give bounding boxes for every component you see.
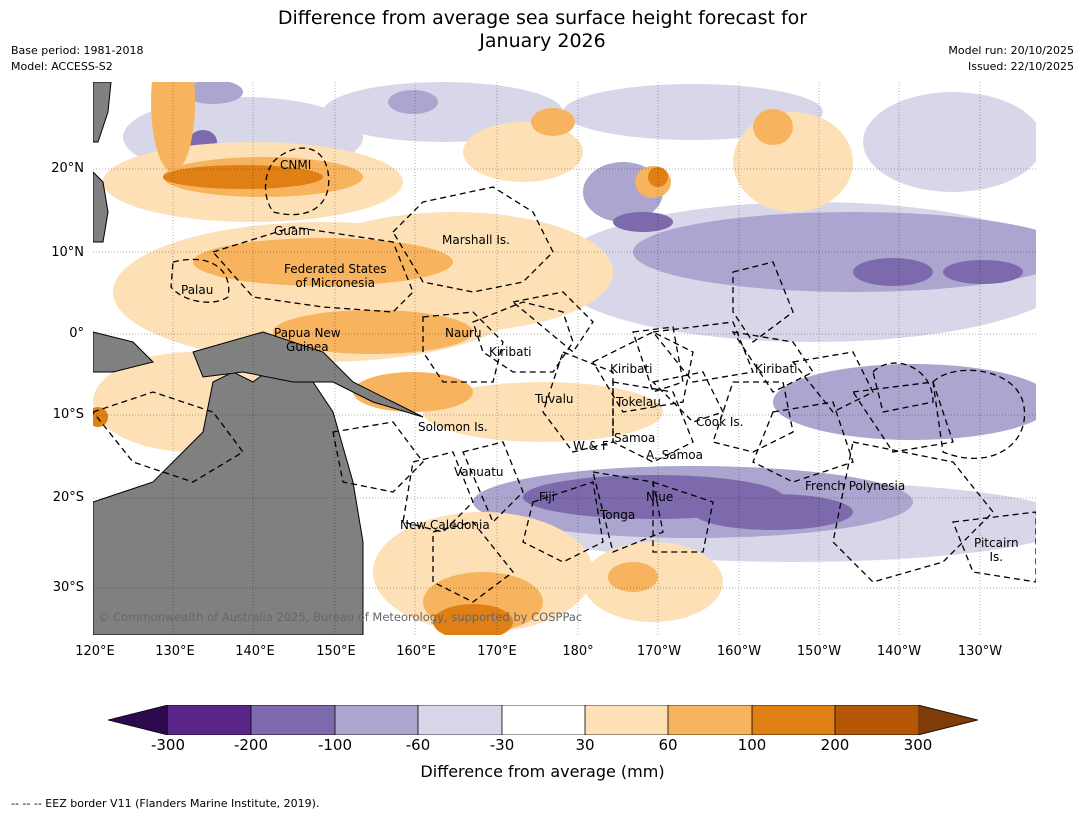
lon-label-160e: 160°E (396, 644, 436, 659)
colorbar-tick: 30 (575, 736, 595, 754)
meta-right: Model run: 20/10/2025 Issued: 22/10/2025 (948, 43, 1074, 75)
lon-label-170w: 170°W (636, 644, 682, 659)
label-kiribati-east: Kiribati (755, 362, 798, 376)
colorbar-tick: 60 (658, 736, 678, 754)
lon-label-180: 180° (562, 644, 594, 659)
label-nauru: Nauru (445, 326, 482, 340)
label-niue: Niue (646, 490, 674, 504)
label-guam: Guam (274, 224, 310, 238)
lat-label-10n: 10°N (51, 245, 84, 260)
colorbar-segment (752, 705, 835, 735)
colorbar-segment (668, 705, 752, 735)
colorbar-segment (251, 705, 335, 735)
label-pitcairn: Pitcairn Is. (974, 536, 1019, 564)
label-micronesia: Federated States of Micronesia (284, 262, 387, 290)
lon-label-120e: 120°E (75, 644, 115, 659)
label-png: Papua New Guinea (274, 326, 341, 354)
colorbar-segment (502, 705, 585, 735)
label-samoa: Samoa (614, 431, 656, 445)
label-french-polynesia: French Polynesia (805, 479, 906, 493)
lon-label-160w: 160°W (716, 644, 762, 659)
colorbar-tick: -200 (233, 736, 269, 754)
lon-label-130e: 130°E (155, 644, 195, 659)
issued-date: Issued: 22/10/2025 (967, 60, 1074, 73)
colorbar-min-extend (108, 705, 168, 735)
label-cnmi: CNMI (280, 158, 312, 172)
model-run: Model run: 20/10/2025 (948, 44, 1074, 57)
colorbar-max-extend (918, 705, 978, 735)
lat-label-20n: 20°N (51, 161, 84, 176)
lon-label-140w: 140°W (876, 644, 922, 659)
colorbar-tick: 100 (737, 736, 767, 754)
colorbar-tick: -30 (489, 736, 515, 754)
label-cook-islands: Cook Is. (696, 415, 744, 429)
eez-legend: -- -- -- EEZ border V11 (Flanders Marine… (11, 797, 320, 810)
map-panel: CNMI Guam Marshall Is. Federated States … (93, 82, 1036, 635)
label-wallis-futuna: W & F (573, 439, 609, 453)
colorbar-title: Difference from average (mm) (420, 762, 665, 781)
lat-label-20s: 20°S (52, 490, 84, 505)
colorbar-segment (418, 705, 502, 735)
label-new-caledonia: New Caledonia (400, 518, 490, 532)
label-marshall-islands: Marshall Is. (442, 233, 510, 247)
base-period: Base period: 1981-2018 (11, 44, 144, 57)
label-solomon-islands: Solomon Is. (418, 420, 488, 434)
colorbar-segment (585, 705, 668, 735)
lat-label-10s: 10°S (52, 407, 84, 422)
lon-label-170e: 170°E (477, 644, 517, 659)
lon-label-140e: 140°E (235, 644, 275, 659)
colorbar-segment (335, 705, 418, 735)
eez-borders (93, 147, 1036, 603)
lat-label-0: 0° (69, 326, 84, 341)
colorbar-tick: 200 (820, 736, 850, 754)
label-vanuatu: Vanuatu (454, 465, 504, 479)
lat-label-30s: 30°S (52, 580, 84, 595)
model-name: Model: ACCESS-S2 (11, 60, 113, 73)
label-kiribati-central: Kiribati (610, 362, 653, 376)
map-title: Difference from average sea surface heig… (277, 7, 808, 52)
lon-label-150w: 150°W (796, 644, 842, 659)
lon-label-130w: 130°W (957, 644, 1003, 659)
lon-label-150e: 150°E (316, 644, 356, 659)
colorbar-segment (835, 705, 918, 735)
colorbar-segment (168, 705, 251, 735)
meta-left: Base period: 1981-2018 Model: ACCESS-S2 (11, 43, 143, 75)
graticule (93, 82, 1036, 635)
colorbar-tick: -100 (317, 736, 353, 754)
colorbar (108, 705, 978, 735)
label-palau: Palau (181, 283, 214, 297)
label-tuvalu: Tuvalu (535, 392, 574, 406)
colorbar-tick: -60 (405, 736, 431, 754)
label-kiribati-west: Kiribati (489, 345, 532, 359)
label-tonga: Tonga (600, 508, 636, 522)
label-tokelau: Tokelau (616, 395, 661, 409)
land (93, 82, 424, 635)
label-american-samoa: A. Samoa (646, 448, 703, 462)
label-fiji: Fiji (539, 490, 556, 504)
copyright-notice: © Commonwealth of Australia 2025, Bureau… (98, 610, 583, 624)
colorbar-tick: 300 (903, 736, 933, 754)
map-canvas (93, 82, 1036, 635)
colorbar-tick: -300 (150, 736, 186, 754)
